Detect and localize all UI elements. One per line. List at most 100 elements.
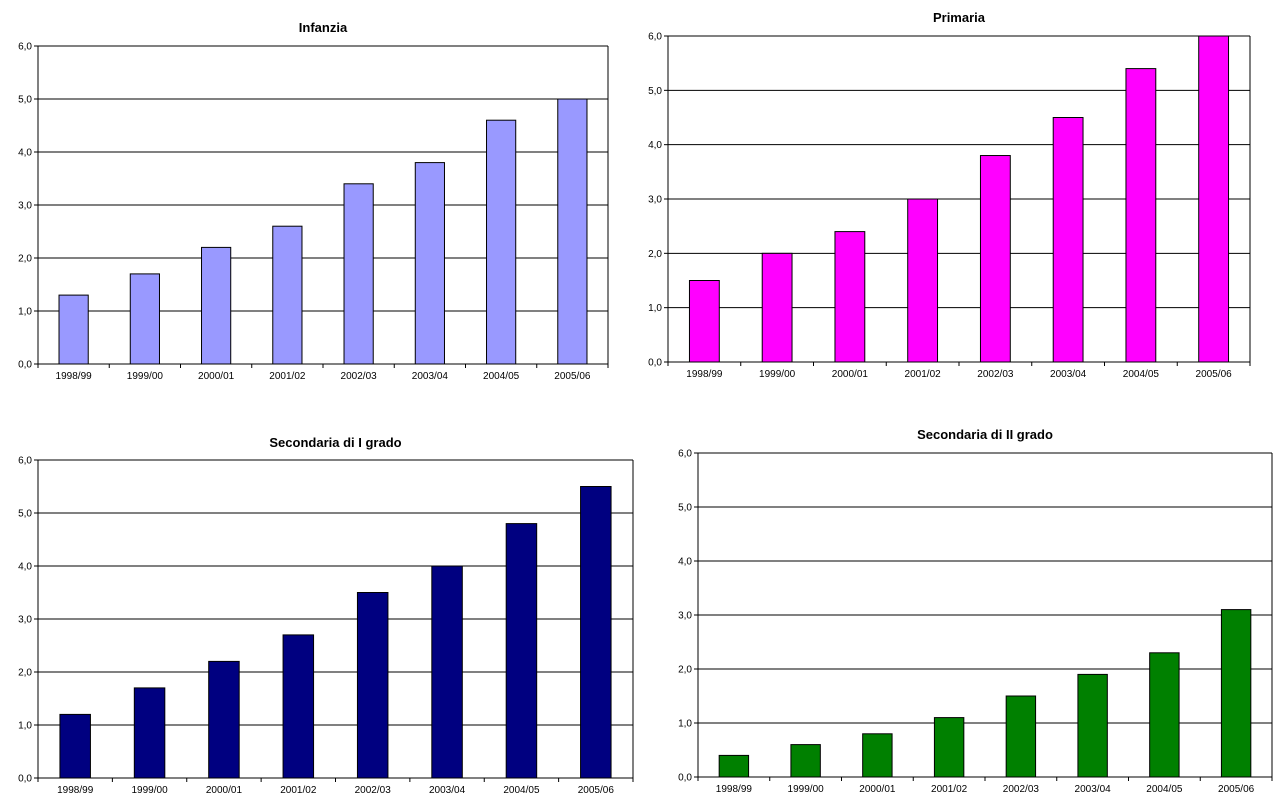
- x-tick-label: 2002/03: [355, 785, 392, 796]
- bar-2000-01: [208, 660, 240, 779]
- bar-1998-99: [58, 294, 89, 365]
- x-tick-label: 1998/99: [57, 785, 94, 796]
- bar-2004-05: [1149, 652, 1180, 778]
- x-tick-label: 2003/04: [429, 785, 466, 796]
- bar-2003-04: [1077, 673, 1108, 778]
- x-tick-label: 1998/99: [56, 371, 93, 382]
- y-tick-label: 5,0: [678, 503, 692, 514]
- chart-secondaria-ii-grado: Secondaria di II grado 0,0 1,0 2,0 3,0 4,0 5,0…: [678, 427, 1273, 795]
- y-tick-label: 5,0: [18, 95, 32, 106]
- y-tick-label: 3,0: [678, 611, 692, 622]
- bar-2002-03: [343, 183, 374, 365]
- x-tick-label: 2005/06: [1196, 369, 1233, 380]
- x-tick-label: 1998/99: [716, 784, 753, 795]
- chart-title: Secondaria di I grado: [269, 435, 401, 450]
- y-tick-label: 2,0: [18, 254, 32, 265]
- bar-2001-02: [933, 717, 965, 778]
- bar-2004-05: [486, 119, 517, 365]
- y-tick-label: 0,0: [18, 360, 32, 371]
- x-tick-label: 2000/01: [206, 785, 243, 796]
- x-tick-label: 2000/01: [859, 784, 896, 795]
- y-tick-label: 2,0: [678, 665, 692, 676]
- y-tick-label: 1,0: [18, 721, 32, 732]
- bar-1998-99: [718, 754, 750, 778]
- y-tick-label: 3,0: [18, 615, 32, 626]
- x-tick-label: 2003/04: [1075, 784, 1112, 795]
- y-tick-label: 2,0: [648, 249, 662, 260]
- y-tick-label: 0,0: [18, 774, 32, 785]
- bar-1998-99: [688, 280, 720, 363]
- x-tick-label: 2002/03: [341, 371, 378, 382]
- y-tick-label: 4,0: [678, 557, 692, 568]
- bar-1998-99: [59, 713, 91, 779]
- bar-2005-06: [1220, 609, 1252, 778]
- y-tick-label: 0,0: [648, 358, 662, 369]
- x-tick-label: 2005/06: [578, 785, 615, 796]
- bar-2004-05: [1125, 68, 1157, 363]
- bar-2000-01: [834, 231, 866, 363]
- bar-2001-02: [272, 225, 303, 365]
- y-tick-label: 5,0: [18, 509, 32, 520]
- x-tick-label: 2004/05: [503, 785, 540, 796]
- y-tick-label: 3,0: [18, 201, 32, 212]
- bar-2003-04: [414, 162, 445, 365]
- chart-title: Infanzia: [299, 20, 348, 35]
- bar-2000-01: [862, 733, 893, 778]
- y-tick-label: 6,0: [18, 42, 32, 53]
- x-tick-label: 1999/00: [127, 371, 164, 382]
- y-tick-label: 4,0: [18, 148, 32, 159]
- x-tick-label: 2001/02: [905, 369, 942, 380]
- bar-2001-02: [907, 198, 939, 363]
- y-tick-label: 6,0: [18, 456, 32, 467]
- y-tick-label: 6,0: [648, 32, 662, 43]
- x-tick-label: 2003/04: [412, 371, 449, 382]
- y-tick-label: 2,0: [18, 668, 32, 679]
- bar-1999-00: [761, 252, 793, 363]
- x-tick-label: 1999/00: [788, 784, 825, 795]
- y-tick-label: 1,0: [648, 303, 662, 314]
- chart-infanzia: Infanzia 0,0 1,0 2,0 3,0 4,0 5,0 6,0 1998/99 1999…: [18, 20, 609, 382]
- x-tick-label: 2001/02: [280, 785, 317, 796]
- bar-1999-00: [129, 273, 160, 365]
- chart-secondaria-i-grado: Secondaria di I grado 0,0 1,0 2,0 3,0 4,0 5,0 6…: [18, 435, 634, 796]
- x-tick-label: 2004/05: [1123, 369, 1160, 380]
- y-tick-label: 6,0: [678, 449, 692, 460]
- x-tick-label: 2003/04: [1050, 369, 1087, 380]
- x-tick-label: 2002/03: [1003, 784, 1040, 795]
- bar-2004-05: [505, 523, 538, 779]
- y-tick-label: 4,0: [18, 562, 32, 573]
- bar-2002-03: [1005, 695, 1037, 778]
- x-tick-label: 2005/06: [554, 371, 591, 382]
- x-tick-label: 2002/03: [977, 369, 1014, 380]
- bar-2002-03: [979, 155, 1011, 363]
- chart-primaria: Primaria 0,0 1,0 2,0 3,0 4,0 5,0 6,0 1998/99 1999…: [648, 10, 1251, 380]
- bar-2002-03: [356, 592, 389, 779]
- y-tick-label: 1,0: [678, 719, 692, 730]
- bar-2000-01: [201, 246, 232, 365]
- bar-1999-00: [133, 687, 166, 779]
- x-tick-label: 2001/02: [931, 784, 968, 795]
- x-tick-label: 2004/05: [483, 371, 520, 382]
- x-tick-label: 1999/00: [131, 785, 168, 796]
- y-tick-label: 1,0: [18, 307, 32, 318]
- x-tick-label: 2000/01: [832, 369, 869, 380]
- chart-title: Primaria: [933, 10, 986, 25]
- bar-2001-02: [282, 634, 315, 779]
- bar-2003-04: [431, 565, 463, 779]
- y-tick-label: 5,0: [648, 86, 662, 97]
- bar-2003-04: [1052, 117, 1084, 363]
- x-tick-label: 2004/05: [1146, 784, 1183, 795]
- y-tick-label: 4,0: [648, 140, 662, 151]
- chart-title: Secondaria di II grado: [917, 427, 1053, 442]
- y-tick-label: 0,0: [678, 773, 692, 784]
- x-tick-label: 1999/00: [759, 369, 796, 380]
- bar-2005-06: [1198, 35, 1230, 363]
- x-tick-label: 2001/02: [269, 371, 306, 382]
- bar-2005-06: [557, 98, 588, 365]
- x-tick-label: 2000/01: [198, 371, 235, 382]
- bar-2005-06: [580, 486, 612, 779]
- x-tick-label: 1998/99: [686, 369, 723, 380]
- bar-1999-00: [790, 744, 821, 778]
- y-tick-label: 3,0: [648, 195, 662, 206]
- x-tick-label: 2005/06: [1218, 784, 1255, 795]
